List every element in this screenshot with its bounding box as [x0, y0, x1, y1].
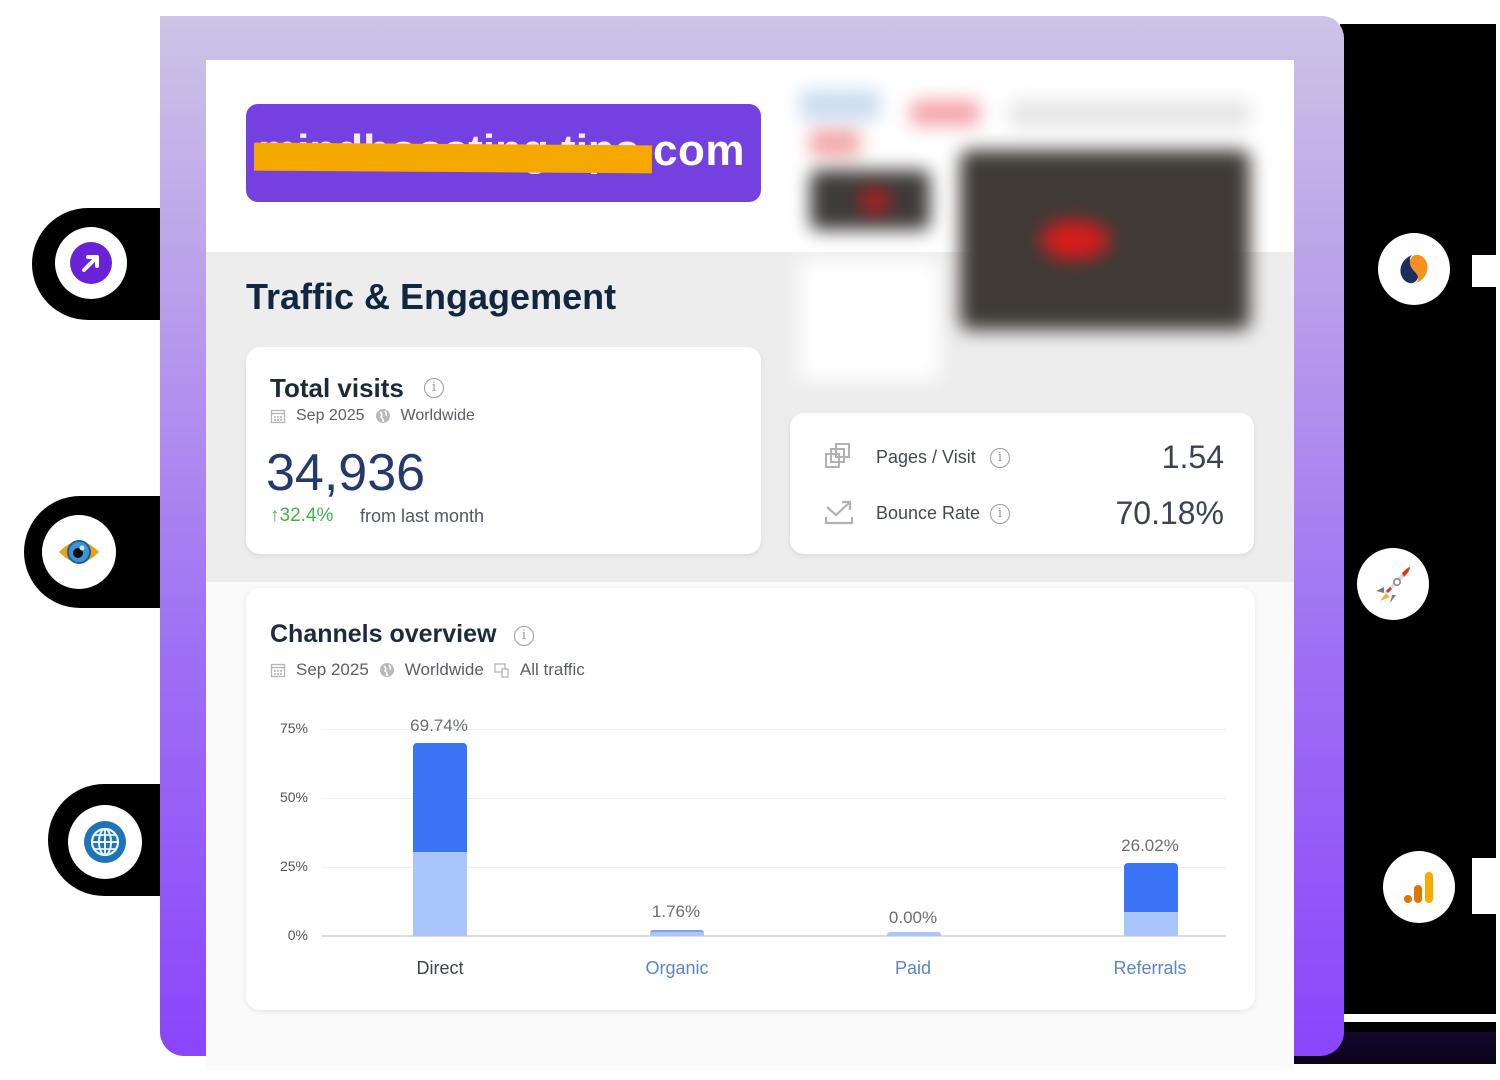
pages-icon [825, 443, 850, 468]
website-thumbnail [790, 80, 1260, 390]
rocket-badge [1357, 548, 1429, 620]
globe-icon [84, 821, 126, 863]
bounce-icon [824, 500, 854, 525]
bar-value-label: 1.76% [651, 902, 701, 921]
x-category-referrals[interactable]: Referrals [1113, 958, 1187, 978]
devices-icon [494, 663, 509, 678]
bar-organic[interactable] [650, 930, 704, 936]
metric-label: Bounce Rate [876, 503, 981, 523]
x-category-direct: Direct [416, 958, 464, 978]
arrow-up-right-icon [70, 242, 112, 284]
section-title: Traffic & Engagement [246, 276, 617, 317]
analytics-icon [1404, 872, 1433, 903]
calendar-icon [270, 663, 286, 678]
period-label: Sep 2025 [296, 660, 369, 679]
x-category-organic[interactable]: Organic [645, 958, 709, 978]
growth-percent: ↑32.4% [270, 505, 334, 526]
channels-title: Channels overview [270, 620, 497, 648]
analytics-badge [1383, 851, 1455, 923]
info-icon[interactable]: i [424, 378, 444, 398]
domain-badge: mindboosting tips. com [246, 104, 761, 202]
domain-suffix: com [653, 126, 745, 175]
info-icon[interactable]: i [990, 504, 1010, 524]
metric-label: Pages / Visit [876, 447, 976, 467]
info-icon[interactable]: i [990, 448, 1010, 468]
bar-value-label: 0.00% [888, 908, 938, 927]
channels-meta: Sep 2025 Worldwide All traffic [270, 660, 585, 680]
y-tick: 75% [279, 720, 308, 736]
metric-value: 70.18% [1115, 495, 1224, 531]
engagement-metrics-card: Pages / Visit i 1.54 Bounce Rate i 70.18… [790, 413, 1254, 554]
eye-icon [59, 540, 99, 564]
gridline [322, 729, 1226, 730]
y-tick: 25% [279, 858, 308, 874]
eye-badge [42, 515, 116, 589]
total-visits-card: Total visits i Sep 2025 Worldwide 34,936… [246, 347, 761, 554]
total-visits-title: Total visits [270, 373, 404, 403]
total-visits-value: 34,936 [266, 444, 426, 502]
gridline [322, 867, 1226, 868]
globe-small-icon [375, 409, 390, 423]
globe-small-icon [379, 663, 394, 677]
info-icon[interactable]: i [514, 626, 534, 646]
region-label: Worldwide [400, 407, 475, 424]
metric-value: 1.54 [1161, 439, 1224, 475]
metric-bounce-rate: Bounce Rate i 70.18% [822, 493, 1224, 533]
total-visits-meta: Sep 2025 Worldwide [270, 407, 475, 425]
redaction-bar [253, 142, 653, 174]
x-axis [322, 935, 1226, 937]
y-tick: 0% [287, 927, 308, 943]
y-tick: 50% [279, 789, 308, 805]
globe-badge [68, 805, 142, 879]
calendar-icon [270, 409, 286, 424]
growth-label: from last month [360, 506, 485, 526]
bar-direct[interactable] [413, 743, 467, 936]
x-category-paid[interactable]: Paid [894, 958, 932, 978]
rocket-icon [1376, 567, 1410, 603]
bar-value-label: 69.74% [410, 716, 468, 735]
dashboard-panel: mindboosting tips. com Traffic & Engagem… [206, 60, 1294, 1070]
similarweb-badge [1378, 233, 1450, 305]
arrow-badge [55, 227, 127, 299]
metric-pages-per-visit: Pages / Visit i 1.54 [822, 437, 1224, 477]
period-label: Sep 2025 [296, 407, 365, 424]
channels-overview-card: Channels overview i Sep 2025 Worldwide A… [246, 588, 1255, 1010]
traffic-type-label: All traffic [519, 660, 585, 679]
bar-referrals[interactable] [1124, 863, 1178, 936]
bar-value-label: 26.02% [1121, 836, 1179, 855]
gridline [322, 798, 1226, 799]
similarweb-icon [1400, 254, 1428, 284]
bar-paid[interactable] [887, 932, 941, 936]
region-label: Worldwide [404, 660, 484, 679]
